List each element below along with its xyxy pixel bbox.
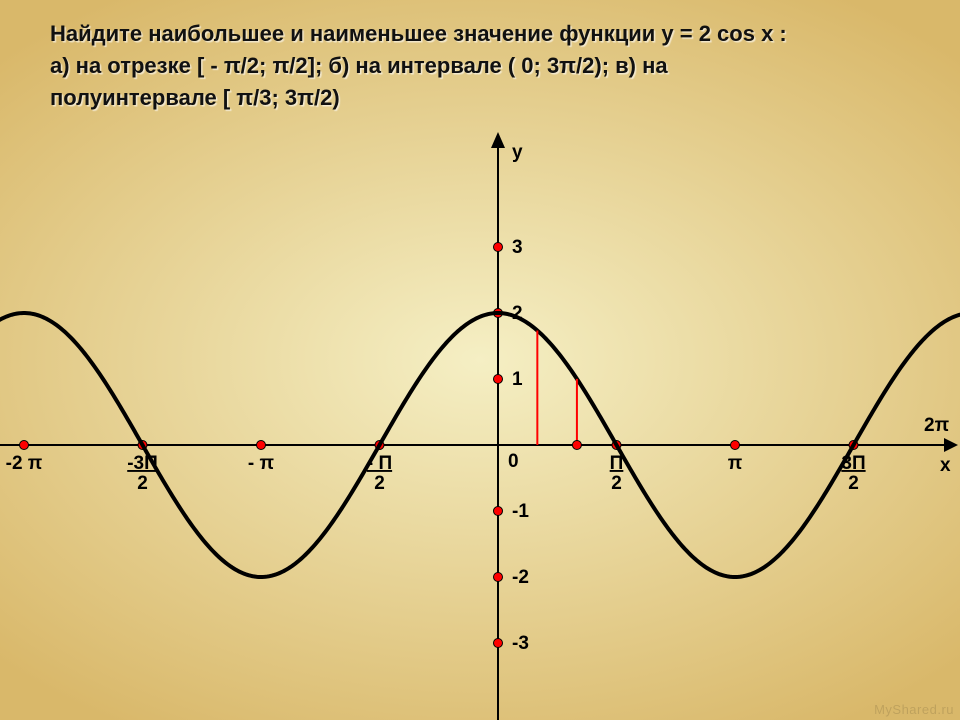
svg-text:-3: -3 xyxy=(512,633,529,654)
svg-text:3: 3 xyxy=(512,237,523,258)
problem-line-3: полуинтервале [ π/3; 3π/2) xyxy=(50,85,340,110)
problem-text: Найдите наибольшее и наименьшее значение… xyxy=(50,18,910,114)
svg-text:-2: -2 xyxy=(512,567,529,588)
svg-text:2: 2 xyxy=(611,473,622,494)
svg-text:2: 2 xyxy=(374,473,385,494)
svg-text:1: 1 xyxy=(512,369,523,390)
svg-text:-1: -1 xyxy=(512,501,529,522)
svg-text:2π: 2π xyxy=(924,415,950,436)
watermark: MyShared.ru xyxy=(874,702,954,717)
svg-text:x: x xyxy=(940,455,951,476)
svg-text:2: 2 xyxy=(848,473,859,494)
problem-line-2: а) на отрезке [ - π/2; π/2]; б) на интер… xyxy=(50,53,668,78)
svg-text:- π: - π xyxy=(248,453,275,474)
svg-text:y: y xyxy=(512,142,523,163)
svg-text:-2 π: -2 π xyxy=(6,453,43,474)
problem-line-1: Найдите наибольшее и наименьшее значение… xyxy=(50,21,787,46)
svg-text:0: 0 xyxy=(508,451,519,472)
svg-text:π: π xyxy=(728,453,743,474)
svg-text:2: 2 xyxy=(137,473,148,494)
